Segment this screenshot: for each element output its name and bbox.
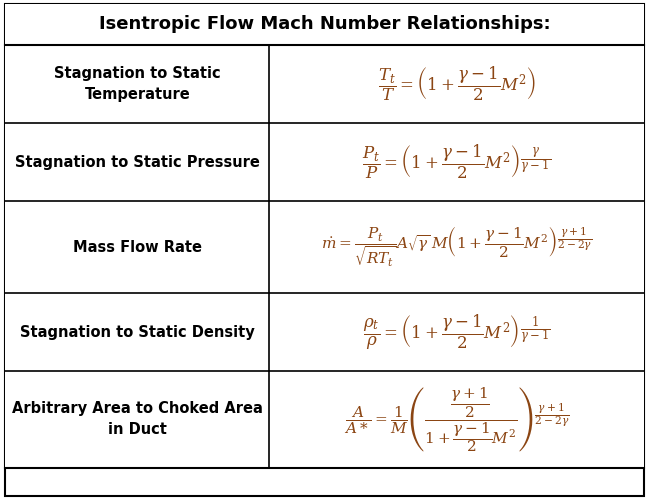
Text: Stagnation to Static Pressure: Stagnation to Static Pressure <box>15 154 260 170</box>
Bar <box>5 123 644 201</box>
Bar <box>5 201 644 293</box>
Text: $\dfrac{T_t}{T} = \left(1 + \dfrac{\gamma - 1}{2}M^2\right)$: $\dfrac{T_t}{T} = \left(1 + \dfrac{\gamm… <box>378 65 535 103</box>
Text: Arbitrary Area to Choked Area
in Duct: Arbitrary Area to Choked Area in Duct <box>12 402 263 438</box>
Text: $\dfrac{A}{A*} = \dfrac{1}{M}\left(\dfrac{\dfrac{\gamma + 1}{2}}{1 + \dfrac{\gam: $\dfrac{A}{A*} = \dfrac{1}{M}\left(\dfra… <box>344 385 569 454</box>
Bar <box>5 293 644 371</box>
Bar <box>5 45 644 123</box>
Bar <box>5 4 644 45</box>
Text: Mass Flow Rate: Mass Flow Rate <box>73 240 202 254</box>
Text: Stagnation to Static
Temperature: Stagnation to Static Temperature <box>54 66 221 102</box>
Text: Isentropic Flow Mach Number Relationships:: Isentropic Flow Mach Number Relationship… <box>99 16 550 34</box>
Text: $\dfrac{\rho_t}{\rho} = \left(1 + \dfrac{\gamma - 1}{2}M^2\right)^{\dfrac{1}{\ga: $\dfrac{\rho_t}{\rho} = \left(1 + \dfrac… <box>363 312 550 352</box>
Text: $\dot{m} = \dfrac{P_t}{\sqrt{RT_t}} A\sqrt{\gamma}\, M\left(1 + \dfrac{\gamma - : $\dot{m} = \dfrac{P_t}{\sqrt{RT_t}} A\sq… <box>321 224 592 270</box>
Text: Stagnation to Static Density: Stagnation to Static Density <box>20 324 254 340</box>
Text: $\dfrac{P_t}{P} = \left(1 + \dfrac{\gamma - 1}{2}M^2\right)^{\dfrac{\gamma}{\gam: $\dfrac{P_t}{P} = \left(1 + \dfrac{\gamm… <box>362 143 551 181</box>
Bar <box>5 371 644 468</box>
